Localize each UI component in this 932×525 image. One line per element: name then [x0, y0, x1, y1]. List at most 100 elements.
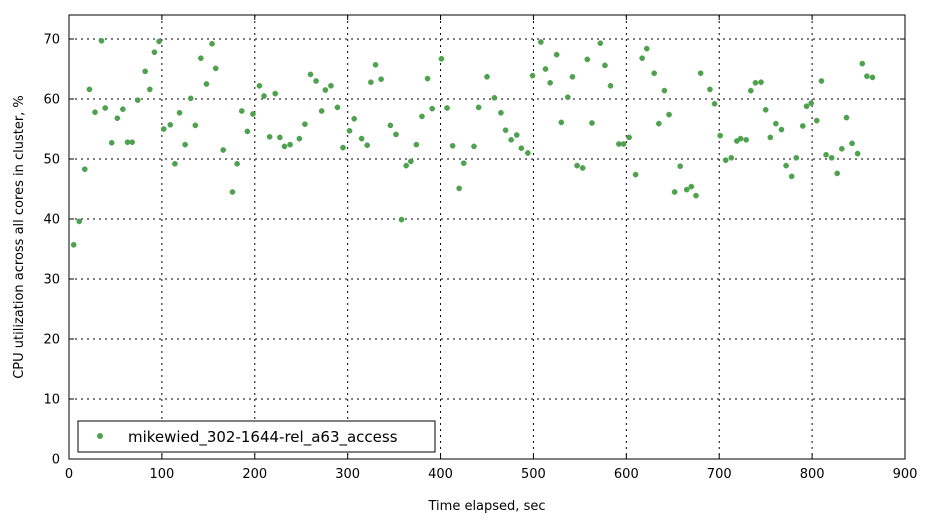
data-point — [818, 78, 825, 84]
data-point — [538, 39, 544, 45]
data-point — [328, 82, 334, 89]
data-point — [711, 100, 718, 107]
data-point — [261, 93, 267, 99]
legend-box — [77, 420, 436, 453]
data-point — [108, 139, 115, 146]
data-point — [167, 121, 174, 128]
data-point — [129, 139, 136, 146]
data-point — [368, 79, 374, 86]
data-point — [854, 150, 861, 157]
data-point — [220, 147, 227, 153]
data-point — [722, 157, 729, 164]
data-point — [287, 141, 293, 148]
y-tick-label: 60 — [43, 93, 60, 108]
x-tick-labels: 0 100 200 300 400 500 600 700 800 900 — [65, 467, 918, 482]
data-point — [340, 144, 346, 151]
data-point — [364, 142, 371, 149]
data-point — [834, 170, 841, 177]
data-point — [460, 160, 467, 167]
x-tick-label: 100 — [149, 467, 174, 482]
data-point — [398, 216, 405, 223]
data-point — [209, 40, 215, 47]
data-point — [151, 49, 158, 56]
data-point — [424, 75, 431, 82]
y-axis-label: CPU utilization across all cores in clus… — [12, 95, 27, 379]
x-tick-label: 300 — [335, 467, 360, 482]
data-point — [607, 82, 614, 89]
data-point — [419, 113, 425, 120]
data-point — [98, 37, 105, 44]
y-tick-label: 40 — [43, 213, 60, 228]
data-point — [266, 133, 273, 140]
data-point — [869, 74, 876, 81]
data-point — [666, 111, 672, 118]
data-point — [799, 123, 806, 129]
data-point — [788, 173, 795, 180]
data-point — [393, 131, 399, 138]
data-point — [849, 140, 855, 147]
legend: mikewied_302-1644-rel_a63_access — [77, 420, 436, 453]
grid — [69, 15, 905, 459]
data-point — [358, 135, 365, 142]
data-point — [671, 189, 678, 195]
data-point — [767, 134, 774, 141]
data-point — [272, 90, 279, 97]
data-point — [717, 132, 724, 139]
data-point — [838, 145, 845, 152]
data-point — [752, 79, 759, 86]
data-point — [120, 106, 126, 113]
data-point — [250, 111, 256, 117]
data-point — [114, 115, 121, 122]
legend-marker — [97, 433, 103, 439]
data-point — [429, 105, 436, 112]
data-point — [146, 86, 153, 93]
y-tick-labels: 0 10 20 30 40 50 60 70 — [43, 33, 60, 468]
data-point — [564, 94, 571, 101]
data-point — [579, 165, 586, 171]
data-point — [351, 115, 358, 122]
data-point — [502, 127, 509, 134]
data-point — [651, 70, 658, 77]
data-point — [156, 38, 162, 45]
data-point — [234, 160, 240, 167]
data-point — [438, 55, 445, 62]
data-point — [318, 108, 325, 114]
y-tick-label: 70 — [43, 33, 60, 48]
data-point — [688, 183, 695, 190]
data-point — [182, 141, 188, 148]
data-point — [597, 40, 604, 47]
x-tick-label: 900 — [893, 467, 918, 482]
data-point — [449, 142, 456, 149]
data-point — [498, 109, 504, 116]
x-tick-label: 0 — [65, 467, 73, 482]
data-point — [589, 120, 595, 126]
data-point — [277, 134, 283, 141]
y-tick-label: 0 — [52, 453, 60, 468]
data-point — [632, 171, 639, 178]
data-point — [198, 55, 204, 62]
data-point — [693, 192, 699, 199]
data-point — [677, 163, 684, 170]
x-tick-label: 800 — [800, 467, 825, 482]
data-point — [828, 154, 835, 161]
data-point — [542, 66, 549, 72]
data-point — [639, 55, 645, 62]
y-tick-label: 50 — [43, 153, 60, 168]
data-point — [256, 82, 263, 89]
data-point — [86, 86, 93, 93]
data-point — [758, 79, 764, 86]
data-point — [281, 143, 288, 150]
data-point — [803, 103, 810, 110]
data-point — [793, 154, 800, 161]
data-point — [413, 141, 420, 148]
data-point — [783, 162, 789, 169]
data-point — [661, 87, 668, 94]
data-point — [444, 105, 450, 111]
data-point — [620, 141, 627, 147]
data-point — [484, 73, 490, 80]
data-point — [655, 120, 662, 127]
data-point — [172, 160, 178, 167]
data-point — [346, 127, 353, 134]
x-tick-label: 500 — [521, 467, 546, 482]
